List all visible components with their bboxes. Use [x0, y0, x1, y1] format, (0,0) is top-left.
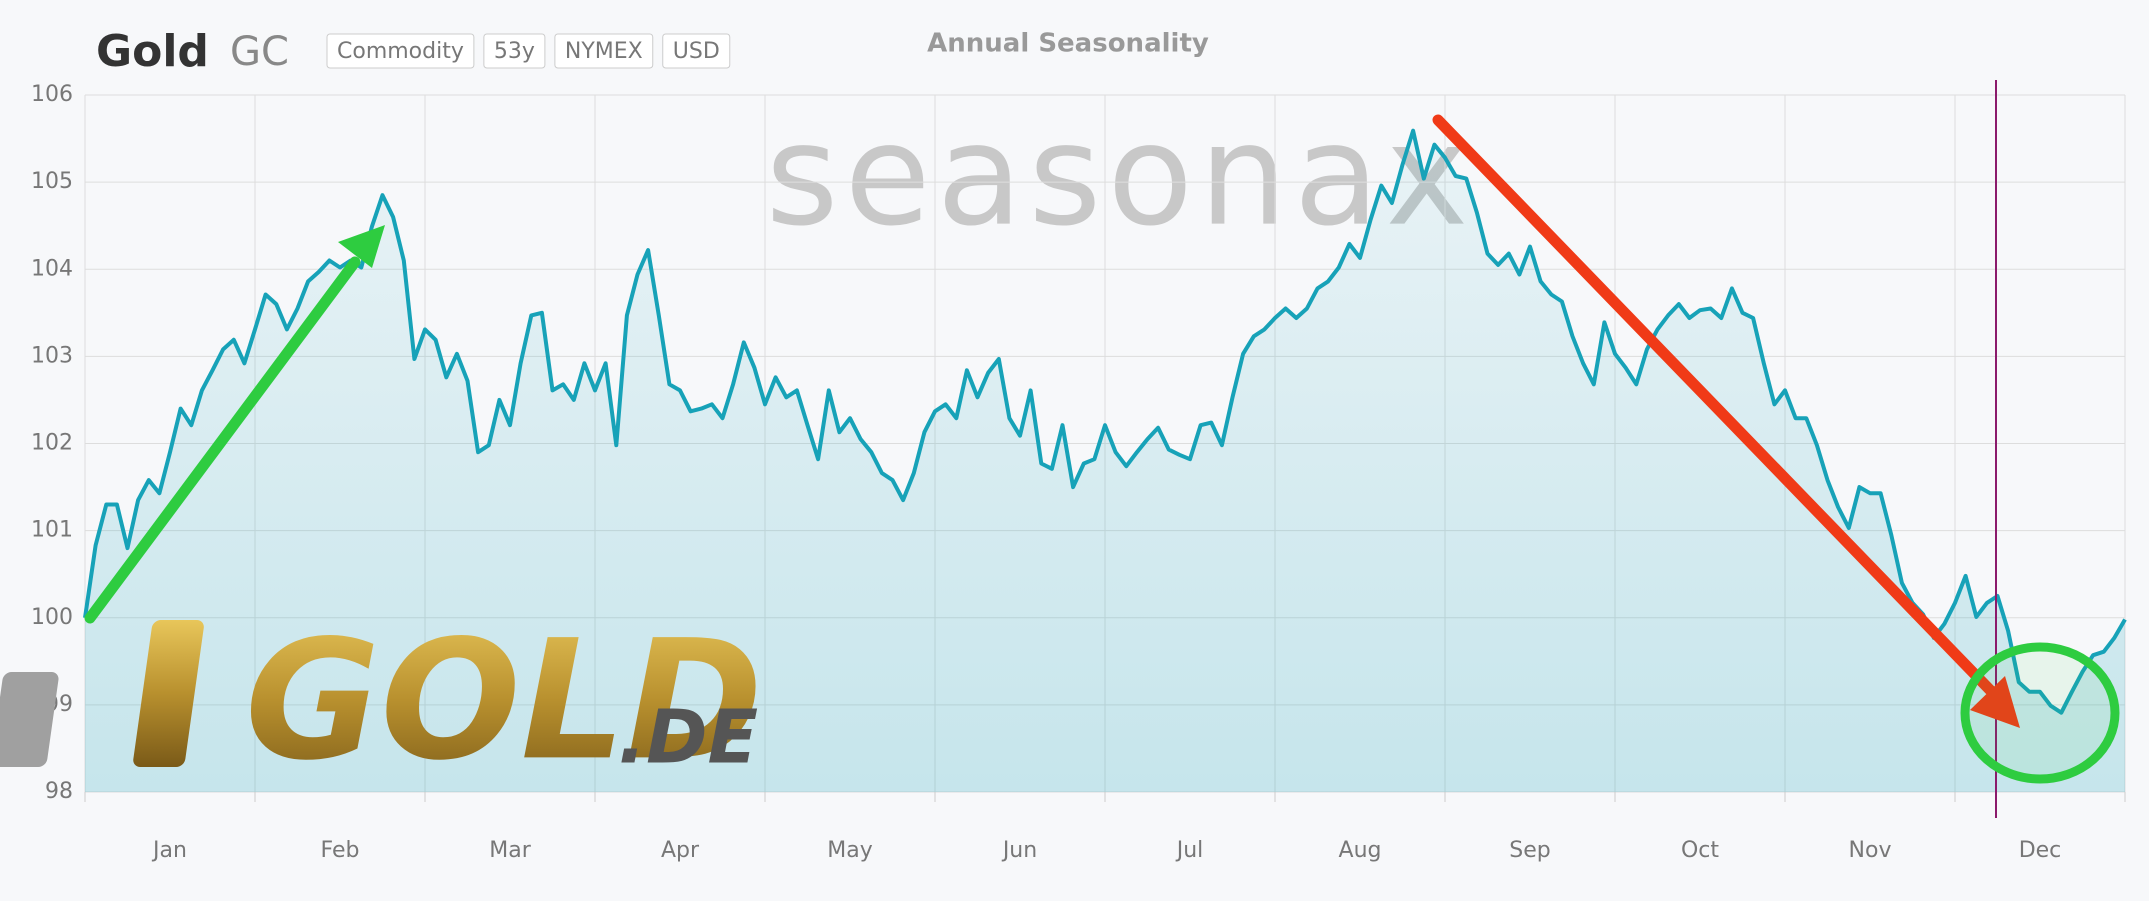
tag: Commodity [326, 33, 475, 69]
tag-box [554, 33, 654, 69]
tag: USD [662, 33, 731, 69]
x-tick-label: May [827, 838, 872, 863]
x-tick-label: Jan [151, 838, 187, 863]
y-tick-label: 103 [31, 343, 73, 368]
tag-box [326, 33, 475, 69]
x-tick-label: Jun [1001, 838, 1037, 863]
logo-bar [0, 672, 59, 767]
tag: NYMEX [554, 33, 654, 69]
area [85, 130, 2125, 792]
x-tick-label: Dec [2019, 838, 2062, 863]
y-tick-label: 106 [31, 82, 73, 107]
y-tick-label: 101 [31, 518, 73, 543]
title: Gold [96, 26, 209, 77]
symbol: GC [230, 29, 289, 75]
x-tick-label: Aug [1339, 838, 1382, 863]
watermark: seasonax [766, 95, 1475, 258]
tag-text: 53y [494, 39, 535, 64]
y-tick-label: 100 [31, 605, 73, 630]
x-tick-label: Oct [1681, 838, 1719, 863]
plot [83, 128, 2127, 792]
tag-box [662, 33, 731, 69]
x-tick-label: Feb [321, 838, 360, 863]
y-tick-label: 104 [31, 256, 73, 281]
x-tick-label: Jul [1175, 838, 1204, 863]
arrow-up [84, 225, 385, 624]
tags: Commodity 53y NYMEX USD [326, 33, 731, 69]
y-tick-label: 98 [45, 779, 73, 804]
y-tick-label: 105 [31, 169, 73, 194]
tag-text: Commodity [337, 39, 464, 64]
logo-text: GOLD [245, 604, 763, 796]
x-tick-label: Mar [489, 838, 531, 863]
tag-text: USD [673, 39, 720, 64]
highlight-circle [1960, 642, 2120, 784]
subtitle: Annual Seasonality [927, 29, 1209, 59]
logo-text: .DE [618, 695, 758, 781]
tag-box [483, 33, 546, 69]
logo-bar [133, 620, 204, 767]
y-tick-label: 102 [31, 431, 73, 456]
x-tick-label: Nov [1849, 838, 1892, 863]
line [83, 128, 2127, 715]
x-tick-label: Apr [661, 838, 700, 863]
arrow-down [1432, 114, 2020, 728]
tag: 53y [483, 33, 546, 69]
x-tick-label: Sep [1509, 838, 1550, 863]
tag-text: NYMEX [565, 39, 643, 64]
